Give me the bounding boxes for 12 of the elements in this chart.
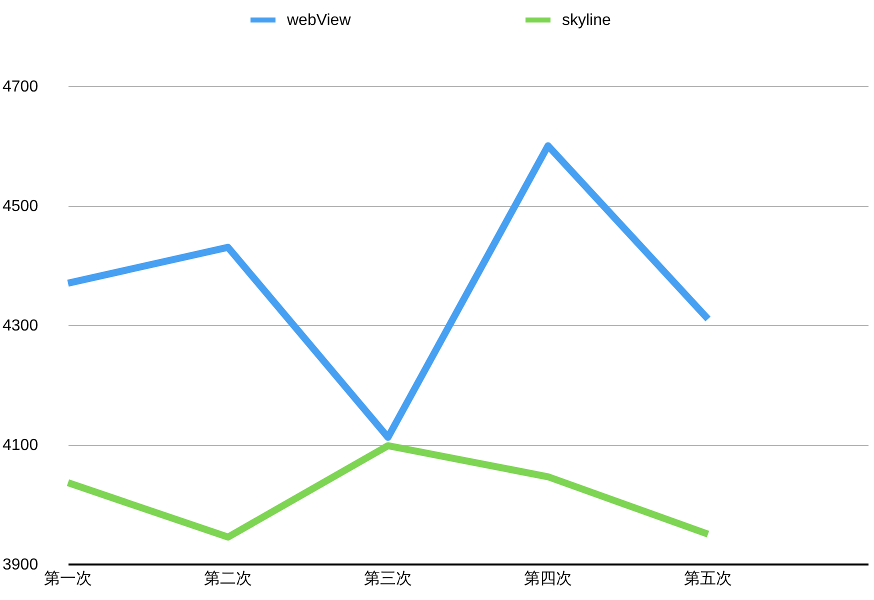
y-tick-label: 4700 — [2, 78, 38, 96]
x-tick-label: 第一次 — [44, 570, 92, 588]
x-tick-label: 第二次 — [204, 570, 252, 588]
x-tick-label: 第五次 — [684, 570, 732, 588]
x-tick-label: 第四次 — [524, 570, 572, 588]
x-tick-label: 第三次 — [364, 570, 412, 588]
y-tick-label: 4300 — [2, 318, 38, 334]
y-tick-label: 4100 — [2, 437, 38, 454]
legend-label: webView — [286, 12, 352, 29]
y-tick-label: 4500 — [2, 198, 38, 215]
y-tick-label: 3900 — [2, 556, 38, 574]
legend-label: skyline — [562, 12, 612, 29]
